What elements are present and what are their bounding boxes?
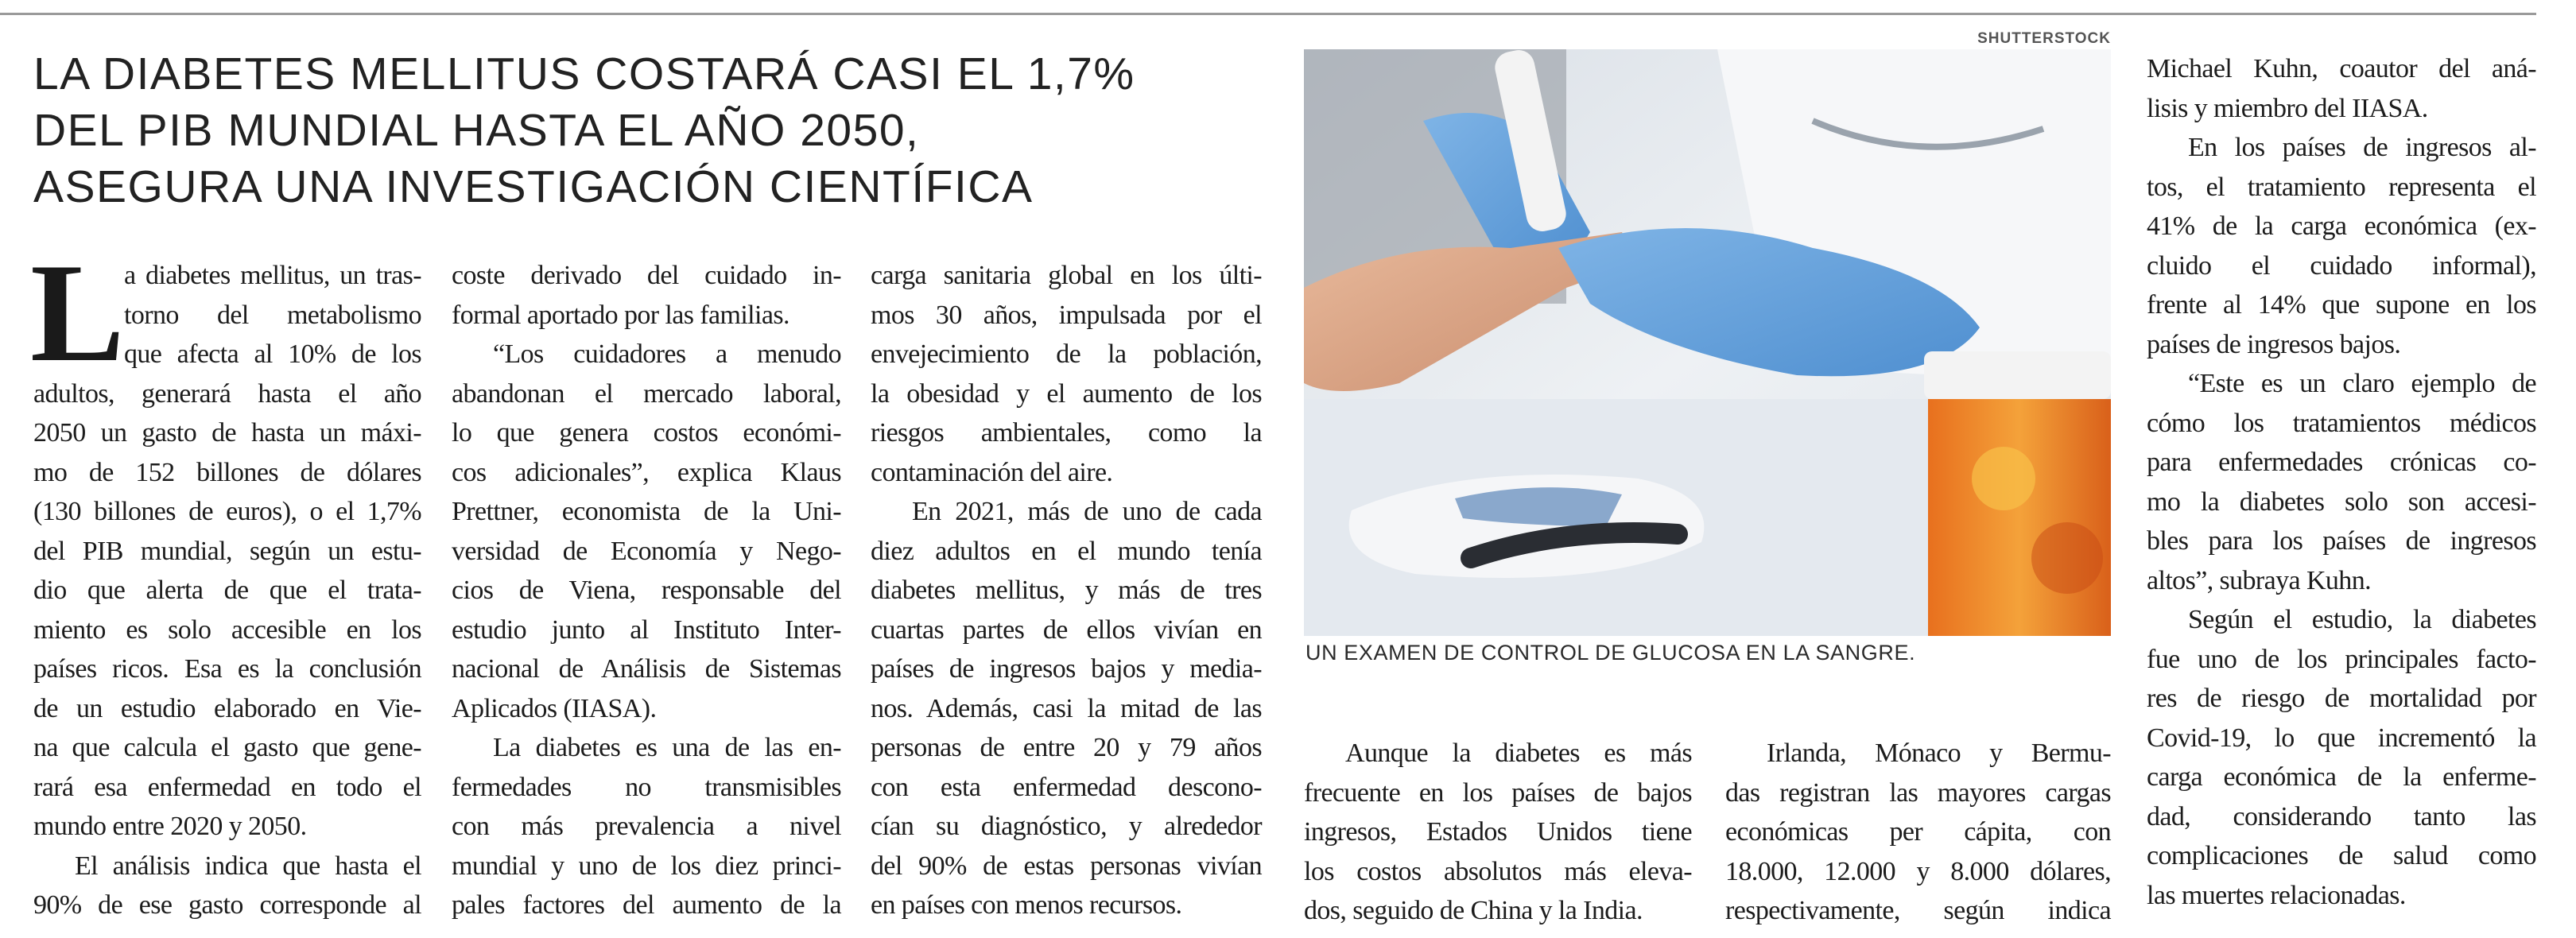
text-line: en países con menos recursos. xyxy=(871,890,1182,920)
text-line: con esta enfermedad descono- xyxy=(871,772,1263,802)
text-line: mundial y uno de los diez princi- xyxy=(452,851,842,881)
text-line: diabetes mellitus, y más de tres xyxy=(871,576,1263,605)
text-line: económicas per cápita, con xyxy=(1725,817,2112,847)
text-line: 90% de ese gasto corresponde al xyxy=(33,890,422,920)
headline-line: LA DIABETES MELLITUS COSTARÁ CASI EL 1,7… xyxy=(33,48,1135,99)
text-line: cos adicionales”, explica Klaus xyxy=(452,457,842,487)
text-line: cluido el cuidado informal), xyxy=(2147,250,2537,281)
text-line: del PIB mundial, según un estu- xyxy=(33,536,422,566)
text-line: los costos absolutos más eleva- xyxy=(1304,856,1693,886)
text-line: rará esa enfermedad en todo el xyxy=(33,772,422,802)
text-line: de un estudio elaborado en Vie- xyxy=(33,693,422,723)
text-line: (130 billones de euros), o el 1,7% xyxy=(33,497,422,526)
article-column-5: Irlanda, Mónaco y Bermu-das registran la… xyxy=(1725,734,2112,931)
text-line: En 2021, más de uno de cada xyxy=(912,497,1263,526)
text-line: na que calcula el gasto que gene- xyxy=(33,733,422,762)
article-column-1: a diabetes mellitus, un tras-torno del m… xyxy=(33,256,422,925)
article-photo xyxy=(1304,49,2111,636)
text-line: mo de 152 billones de dólares xyxy=(33,457,422,487)
text-line: cómo los tratamientos médicos xyxy=(2147,408,2537,438)
text-line: Michael Kuhn, coautor del aná- xyxy=(2147,54,2537,83)
text-line: países de ingresos bajos. xyxy=(2147,329,2401,359)
text-line: frente al 14% que supone en los xyxy=(2147,290,2537,320)
text-line: “Los cuidadores a menudo xyxy=(493,339,842,369)
text-line: carga económica de la enferme- xyxy=(2147,762,2537,792)
drop-cap: L xyxy=(30,234,125,391)
photo-credit: SHUTTERSTOCK xyxy=(1977,30,2111,47)
text-line: personas de entre 20 y 79 años xyxy=(871,733,1263,762)
text-line: cios de Viena, responsable del xyxy=(452,576,842,605)
text-line: Covid-19, lo que incrementó la xyxy=(2147,723,2537,753)
top-rule xyxy=(0,13,2536,15)
text-line: frecuente en los países de bajos xyxy=(1304,777,1693,808)
text-line: fue uno de los principales facto- xyxy=(2147,644,2537,674)
glucose-test-photo xyxy=(1304,49,2111,636)
article-column-3: carga sanitaria global en los últi-mos 3… xyxy=(871,256,1263,925)
text-line: mo la diabetes solo son accesi- xyxy=(2147,486,2537,517)
text-line: tos, el tratamiento representa el xyxy=(2147,172,2537,202)
text-line: la obesidad y el aumento de los xyxy=(871,378,1263,409)
text-line: Irlanda, Mónaco y Bermu- xyxy=(1767,738,2112,768)
text-line: Según el estudio, la diabetes xyxy=(2188,605,2537,634)
text-line: dio que alerta de que el trata- xyxy=(33,576,422,605)
text-line: 41% de la carga económica (ex- xyxy=(2147,211,2537,241)
text-line: con más prevalencia a nivel xyxy=(452,812,842,841)
text-line: lo que genera costos económi- xyxy=(452,418,842,448)
text-line: países de ingresos bajos y media- xyxy=(871,654,1263,684)
text-line: contaminación del aire. xyxy=(871,457,1113,487)
text-line: altos”, subraya Kuhn. xyxy=(2147,565,2372,595)
text-line: riesgos ambientales, como la xyxy=(871,418,1263,448)
headline-line: DEL PIB MUNDIAL HASTA EL AÑO 2050, xyxy=(33,105,920,156)
text-line: las muertes relacionadas. xyxy=(2147,880,2406,910)
text-line: bles para los países de ingresos xyxy=(2147,526,2537,556)
text-line: 18.000, 12.000 y 8.000 dólares, xyxy=(1725,856,2112,886)
text-line: “Este es un claro ejemplo de xyxy=(2188,369,2537,398)
text-line: nos. Además, casi la mitad de las xyxy=(871,693,1263,723)
headline-line: ASEGURA UNA INVESTIGACIÓN CIENTÍFICA xyxy=(33,161,1034,212)
text-line: estudio junto al Instituto Inter- xyxy=(452,614,842,645)
text-line: formal aportado por las familias. xyxy=(452,300,789,330)
article-column-6: Michael Kuhn, coautor del aná-lisis y mi… xyxy=(2147,49,2537,915)
text-line: coste derivado del cuidado in- xyxy=(452,261,842,290)
text-line: del 90% de estas personas vivían xyxy=(871,851,1263,881)
text-line: a diabetes mellitus, un tras- xyxy=(124,261,422,290)
text-line: ingresos, Estados Unidos tiene xyxy=(1304,817,1693,847)
text-line: El análisis indica que hasta el xyxy=(75,851,422,881)
text-line: dos, seguido de China y la India. xyxy=(1304,896,1643,925)
text-line: mundo entre 2020 y 2050. xyxy=(33,812,307,841)
article-column-4: Aunque la diabetes es más frecuente en lo… xyxy=(1304,734,1693,931)
text-line: Aunque la diabetes es más xyxy=(1345,738,1693,768)
text-line: abandonan el mercado laboral, xyxy=(452,378,842,409)
text-line: torno del metabolismo xyxy=(124,300,422,330)
text-line: diez adultos en el mundo tenía xyxy=(871,536,1263,566)
text-line: Aplicados (IIASA). xyxy=(452,693,657,723)
article-column-2: coste derivado del cuidado in-formal apo… xyxy=(452,256,842,925)
text-line: envejecimiento de la población, xyxy=(871,339,1263,369)
text-line: La diabetes es una de las en- xyxy=(493,733,842,762)
text-line: mos 30 años, impulsada por el xyxy=(871,300,1263,330)
text-line: Prettner, economista de la Uni- xyxy=(452,497,842,526)
text-line: carga sanitaria global en los últi- xyxy=(871,261,1263,290)
text-line: que afecta al 10% de los xyxy=(124,339,422,369)
text-line: miento es solo accesible en los xyxy=(33,614,422,645)
text-line: fermedades no transmisibles xyxy=(452,772,842,802)
text-line: res de riesgo de mortalidad por xyxy=(2147,684,2537,713)
text-line: adultos, generará hasta el año xyxy=(33,378,422,409)
text-line: 2050 un gasto de hasta un máxi- xyxy=(33,418,422,448)
text-line: respectivamente, según indica xyxy=(1725,896,2112,925)
text-line: versidad de Economía y Nego- xyxy=(452,536,842,566)
text-line: nacional de Análisis de Sistemas xyxy=(452,654,842,684)
text-line: pales factores del aumento de la xyxy=(452,890,842,920)
text-line: complicaciones de salud como xyxy=(2147,841,2537,870)
article-headline: LA DIABETES MELLITUS COSTARÁ CASI EL 1,7… xyxy=(33,46,1305,215)
text-line: cuartas partes de ellos vivían en xyxy=(871,614,1263,645)
text-line: cían su diagnóstico, y alrededor xyxy=(871,812,1263,841)
text-line: países ricos. Esa es la conclusión xyxy=(33,654,422,684)
text-line: dad, considerando tanto las xyxy=(2147,801,2537,831)
text-line: para enfermedades crónicas co- xyxy=(2147,448,2537,477)
text-line: En los países de ingresos al- xyxy=(2188,133,2537,162)
text-line: lisis y miembro del IIASA. xyxy=(2147,93,2428,123)
photo-caption: UN EXAMEN DE CONTROL DE GLUCOSA EN LA SA… xyxy=(1305,641,1916,665)
text-line: das registran las mayores cargas xyxy=(1725,777,2112,808)
